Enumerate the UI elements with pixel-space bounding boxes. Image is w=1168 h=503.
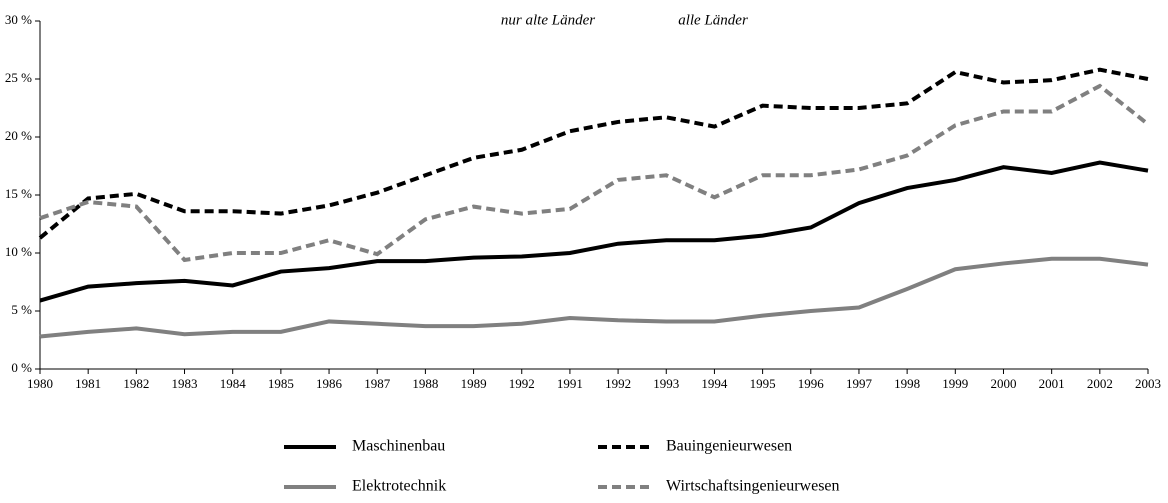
legend-label: Maschinenbau bbox=[352, 438, 445, 455]
x-tick-label: 1992 bbox=[605, 376, 631, 391]
x-tick-label: 1992 bbox=[509, 376, 535, 391]
x-tick-label: 2003 bbox=[1135, 376, 1161, 391]
annotation: alle Länder bbox=[678, 12, 748, 28]
x-tick-label: 1989 bbox=[461, 376, 487, 391]
x-tick-label: 1995 bbox=[750, 376, 776, 391]
x-tick-label: 1987 bbox=[364, 376, 391, 391]
line bbox=[39, 160, 1149, 303]
x-tick-label: 2000 bbox=[990, 376, 1016, 391]
x-tick-label: 1988 bbox=[412, 376, 438, 391]
y-tick-label: 15 % bbox=[5, 186, 32, 201]
x-tick-label: 1985 bbox=[268, 376, 294, 391]
y-tick-label: 20 % bbox=[5, 128, 32, 143]
line bbox=[38, 67, 1149, 240]
x-tick-label: 1986 bbox=[316, 376, 343, 391]
x-tick-label: 1999 bbox=[942, 376, 968, 391]
x-tick-label: 2002 bbox=[1087, 376, 1113, 391]
x-tick-label: 1996 bbox=[798, 376, 825, 391]
x-tick-label: 1991 bbox=[557, 376, 583, 391]
x-tick-label: 1981 bbox=[75, 376, 101, 391]
y-tick-label: 30 % bbox=[5, 12, 32, 27]
y-tick-label: 0 % bbox=[11, 360, 32, 375]
x-tick-label: 1997 bbox=[846, 376, 873, 391]
legend-label: Wirtschaftsingenieurwesen bbox=[666, 478, 840, 495]
x-tick-label: 1998 bbox=[894, 376, 920, 391]
y-tick-label: 25 % bbox=[5, 70, 32, 85]
x-tick-label: 1983 bbox=[172, 376, 198, 391]
y-tick-label: 10 % bbox=[5, 244, 32, 259]
x-tick-label: 1984 bbox=[220, 376, 247, 391]
x-tick-label: 1982 bbox=[123, 376, 149, 391]
legend-label: Bauingenieurwesen bbox=[666, 438, 792, 455]
y-tick-label: 5 % bbox=[11, 302, 32, 317]
x-tick-label: 1994 bbox=[701, 376, 728, 391]
line bbox=[39, 256, 1149, 339]
x-tick-label: 1980 bbox=[27, 376, 53, 391]
legend-label: Elektrotechnik bbox=[352, 478, 446, 495]
x-tick-label: 1993 bbox=[653, 376, 679, 391]
line bbox=[39, 83, 1150, 263]
x-tick-label: 2001 bbox=[1039, 376, 1065, 391]
annotation: nur alte Länder bbox=[501, 12, 595, 28]
